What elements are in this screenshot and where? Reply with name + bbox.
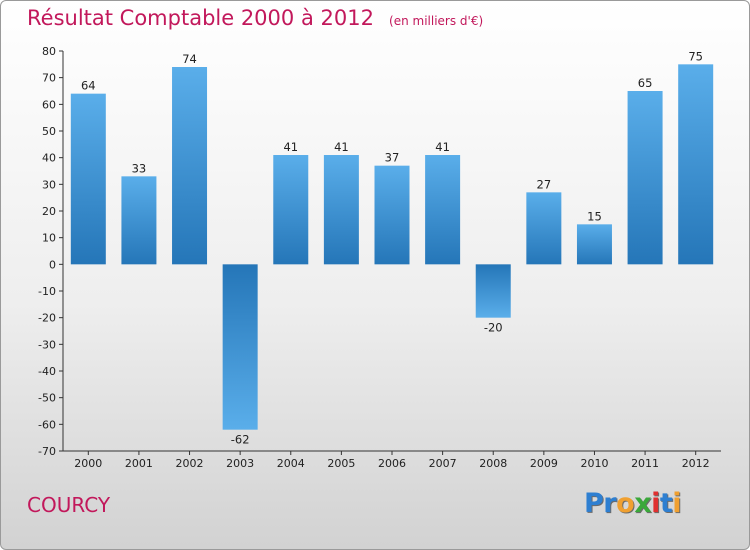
bar	[273, 155, 309, 265]
y-tick-label: 20	[42, 205, 56, 218]
y-tick-label: 60	[42, 98, 56, 111]
y-tick-label: -10	[38, 285, 56, 298]
x-tick-label: 2005	[327, 457, 355, 470]
bar-value-label: 41	[283, 140, 298, 154]
title-row: Résultat Comptable 2000 à 2012 (en milli…	[27, 6, 483, 30]
y-tick-label: 40	[42, 152, 56, 165]
x-tick-label: 2012	[682, 457, 710, 470]
bar	[475, 264, 511, 318]
commune-name: COURCY	[27, 493, 111, 517]
logo-letter: t	[659, 488, 673, 519]
bar-value-label: 65	[638, 76, 653, 90]
bar-value-label: -20	[484, 321, 503, 335]
logo-letter: P	[584, 488, 604, 519]
y-tick-label: 70	[42, 72, 56, 85]
chart-title: Résultat Comptable 2000 à 2012	[27, 6, 374, 30]
logo-letter: o	[616, 488, 635, 519]
y-tick-label: -40	[38, 365, 56, 378]
logo-letter: r	[603, 488, 617, 519]
logo-letter: x	[634, 488, 652, 519]
x-tick-label: 2008	[479, 457, 507, 470]
bar-value-label: -62	[231, 433, 250, 447]
bar-value-label: 75	[688, 49, 703, 63]
bar	[70, 93, 106, 265]
bar	[576, 224, 612, 265]
bar-value-label: 33	[132, 161, 147, 175]
bar-value-label: 64	[81, 79, 96, 93]
x-tick-label: 2010	[580, 457, 608, 470]
bar-value-label: 41	[334, 140, 349, 154]
y-tick-label: 30	[42, 178, 56, 191]
y-tick-label: 50	[42, 125, 56, 138]
bar	[323, 155, 359, 265]
bar	[627, 91, 663, 265]
x-tick-label: 2002	[176, 457, 204, 470]
proxiti-logo: Proxiti	[584, 488, 682, 519]
bar-value-label: 27	[537, 177, 552, 191]
y-tick-label: 10	[42, 232, 56, 245]
bar-value-label: 41	[435, 140, 450, 154]
logo-letter: i	[651, 488, 660, 519]
bar	[172, 67, 208, 265]
bar	[121, 176, 157, 265]
bar	[425, 155, 461, 265]
x-tick-label: 2009	[530, 457, 558, 470]
x-tick-label: 2004	[277, 457, 305, 470]
x-tick-label: 2006	[378, 457, 406, 470]
y-tick-label: 0	[49, 258, 56, 271]
x-tick-label: 2007	[429, 457, 457, 470]
bar	[526, 192, 562, 265]
x-tick-label: 2000	[74, 457, 102, 470]
y-tick-label: -60	[38, 418, 56, 431]
chart-subtitle: (en milliers d'€)	[389, 14, 484, 28]
y-tick-label: -30	[38, 338, 56, 351]
y-tick-label: 80	[42, 45, 56, 58]
x-tick-label: 2011	[631, 457, 659, 470]
x-tick-label: 2001	[125, 457, 153, 470]
logo-letter: i	[672, 488, 682, 519]
bar	[678, 64, 714, 265]
bar-value-label: 15	[587, 209, 602, 223]
x-tick-label: 2003	[226, 457, 254, 470]
y-tick-label: -20	[38, 312, 56, 325]
bar-value-label: 37	[385, 151, 400, 165]
bar	[222, 264, 258, 430]
y-tick-label: -70	[38, 445, 56, 458]
y-tick-label: -50	[38, 392, 56, 405]
bar	[374, 165, 410, 265]
bar-value-label: 74	[182, 52, 197, 66]
